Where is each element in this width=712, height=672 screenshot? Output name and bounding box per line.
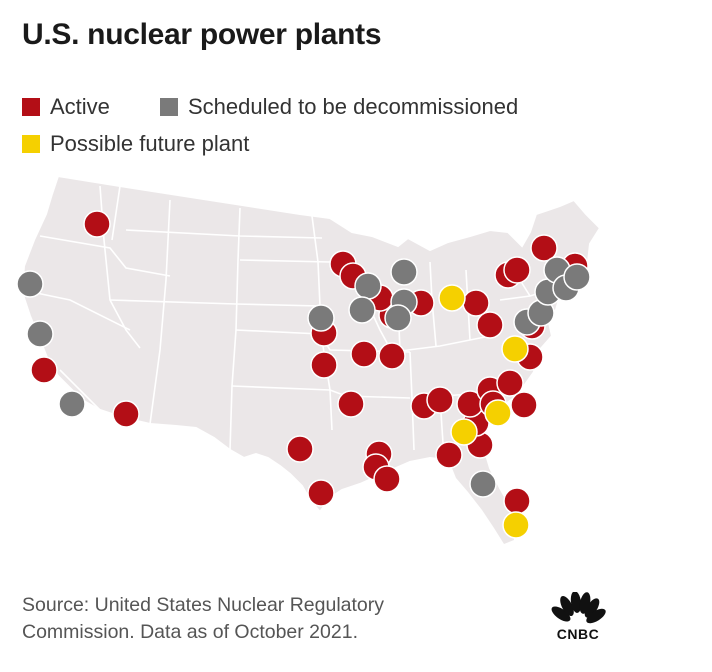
plant-scheduled xyxy=(307,304,335,332)
plant-active xyxy=(30,356,58,384)
plant-future xyxy=(438,284,466,312)
plant-future xyxy=(501,335,529,363)
chart-title: U.S. nuclear power plants xyxy=(22,18,382,51)
cnbc-peacock-icon xyxy=(551,592,606,624)
plant-scheduled xyxy=(348,296,376,324)
plant-active xyxy=(286,435,314,463)
plant-scheduled xyxy=(26,320,54,348)
plant-scheduled xyxy=(469,470,497,498)
plant-active xyxy=(310,351,338,379)
legend-scheduled: Scheduled to be decommissioned xyxy=(160,94,518,120)
plant-active xyxy=(503,256,531,284)
us-map xyxy=(16,174,602,544)
plant-active xyxy=(530,234,558,262)
plant-active xyxy=(373,465,401,493)
plant-active xyxy=(510,391,538,419)
plant-active xyxy=(350,340,378,368)
plant-scheduled xyxy=(390,258,418,286)
legend-active-swatch xyxy=(22,98,40,116)
plant-scheduled xyxy=(354,272,382,300)
source-note: Source: United States Nuclear Regulatory… xyxy=(22,592,384,646)
plant-active xyxy=(435,441,463,469)
plant-scheduled xyxy=(384,304,412,332)
plant-active xyxy=(496,369,524,397)
plant-scheduled xyxy=(16,270,44,298)
plant-scheduled xyxy=(58,390,86,418)
legend-future-swatch xyxy=(22,135,40,153)
legend-active-label: Active xyxy=(50,94,110,119)
legend-future-label: Possible future plant xyxy=(50,131,250,156)
plant-future xyxy=(450,418,478,446)
plant-future xyxy=(502,511,530,539)
source-line-2: Commission. Data as of October 2021. xyxy=(22,621,358,643)
legend-active: Active xyxy=(22,94,110,120)
legend-scheduled-swatch xyxy=(160,98,178,116)
plant-active xyxy=(476,311,504,339)
plant-active xyxy=(83,210,111,238)
plant-active xyxy=(337,390,365,418)
plant-scheduled xyxy=(563,263,591,291)
legend-future: Possible future plant xyxy=(22,131,249,157)
plant-active xyxy=(426,386,454,414)
plant-active xyxy=(112,400,140,428)
plant-active xyxy=(503,487,531,515)
plant-active xyxy=(378,342,406,370)
plant-active xyxy=(462,289,490,317)
plant-active xyxy=(307,479,335,507)
plant-future xyxy=(484,399,512,427)
source-line-1: Source: United States Nuclear Regulatory xyxy=(22,594,385,616)
florida-land xyxy=(448,458,514,544)
cnbc-logo-text: CNBC xyxy=(556,626,600,642)
legend-scheduled-label: Scheduled to be decommissioned xyxy=(188,94,519,119)
plant-markers xyxy=(16,210,591,539)
